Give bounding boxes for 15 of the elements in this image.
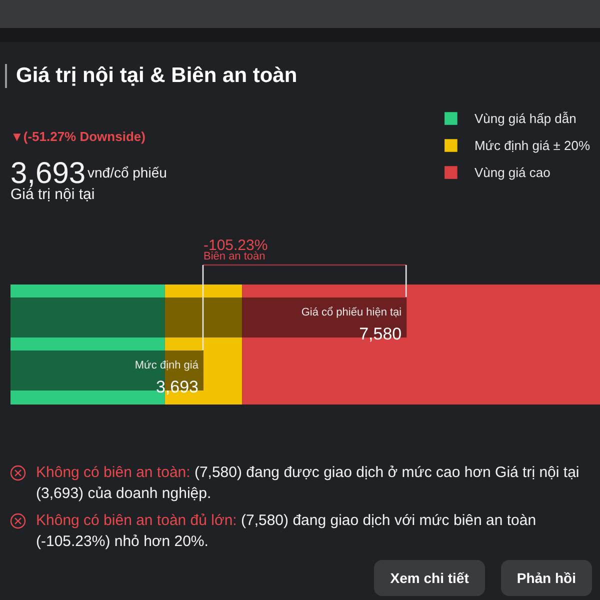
text: vnđ/cổ phiếu [88, 164, 167, 180]
legend-label: Vùng giá hấp dẫn [474, 110, 576, 126]
text: Không có biên an toàn: [36, 464, 190, 481]
data-label: 3,693 [156, 378, 198, 396]
text: ▼(-51.27% Downside) [10, 129, 146, 144]
legend-label: Vùng giá cao [474, 164, 550, 180]
y-tick-label: Mức định giá [134, 360, 200, 372]
text: Không có biên an toàn đủ lớn: [36, 512, 237, 529]
text: Giá trị nội tại [10, 186, 95, 203]
y-tick-label: Giá cổ phiếu hiện tại [301, 306, 402, 318]
button: Xem chi tiết [374, 560, 485, 596]
data-label: 7,580 [359, 324, 402, 344]
legend-label: Mức định giá ± 20% [474, 138, 590, 152]
chart-title: Giá trị nội tại & Biên an toàn [5, 64, 600, 88]
button: Phản hồi [500, 560, 592, 596]
